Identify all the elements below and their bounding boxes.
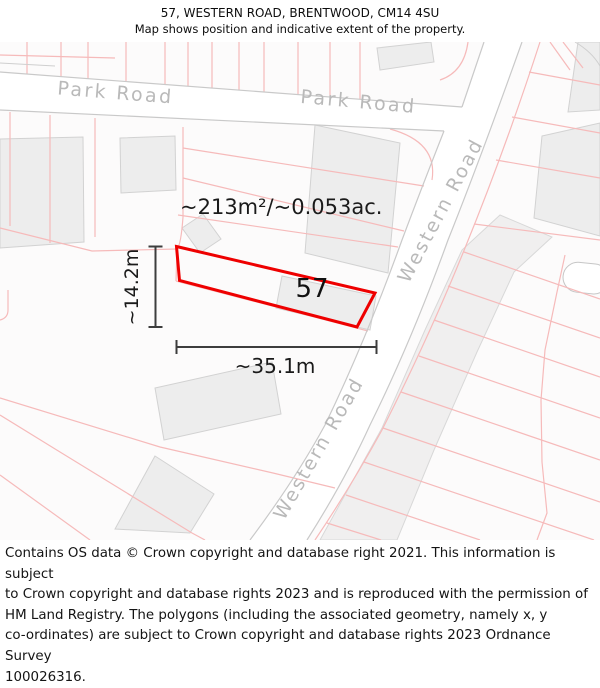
page-title: 57, WESTERN ROAD, BRENTWOOD, CM14 4SU [160,6,440,20]
copyright-notice: Contains OS data © Crown copyright and d… [0,540,600,685]
hardstanding [562,261,600,295]
copyright-line: 100026316. [5,669,86,685]
roads [0,42,522,540]
road-edges [0,42,600,540]
area-annotation: ~213m²/~0.053ac. [180,195,382,219]
dimension-lines [148,245,378,354]
map-svg: Park Road Park Road Western Road Western… [0,42,600,540]
building [114,455,215,534]
park-road-surface [0,72,462,131]
property-boundary [174,244,378,329]
building [304,124,401,274]
parcel-lines [0,42,600,540]
building [119,135,177,194]
copyright-line: co-ordinates) are subject to Crown copyr… [5,628,551,664]
building [154,361,282,441]
buildings [0,42,600,540]
width-dimension-line [175,340,378,354]
building [567,42,600,113]
building [376,42,435,71]
width-dimension-label: ~35.1m [235,354,316,378]
western-road-surface [250,42,522,540]
copyright-line: to Crown copyright and database rights 2… [5,587,588,603]
map-canvas: Park Road Park Road Western Road Western… [0,42,600,540]
building [0,136,85,249]
page-subtitle: Map shows position and indicative extent… [134,22,466,36]
copyright-line: Contains OS data © Crown copyright and d… [5,546,556,582]
copyright-line: HM Land Registry. The polygons (includin… [5,607,548,623]
property-number: 57 [295,274,328,304]
height-dimension-label: ~14.2m [121,249,143,326]
building-57 [275,275,377,331]
terrace-strip [319,214,553,540]
building [181,213,222,254]
title-block: 57, WESTERN ROAD, BRENTWOOD, CM14 4SU Ma… [0,0,600,42]
building [533,122,600,237]
height-dimension-line [148,245,163,328]
